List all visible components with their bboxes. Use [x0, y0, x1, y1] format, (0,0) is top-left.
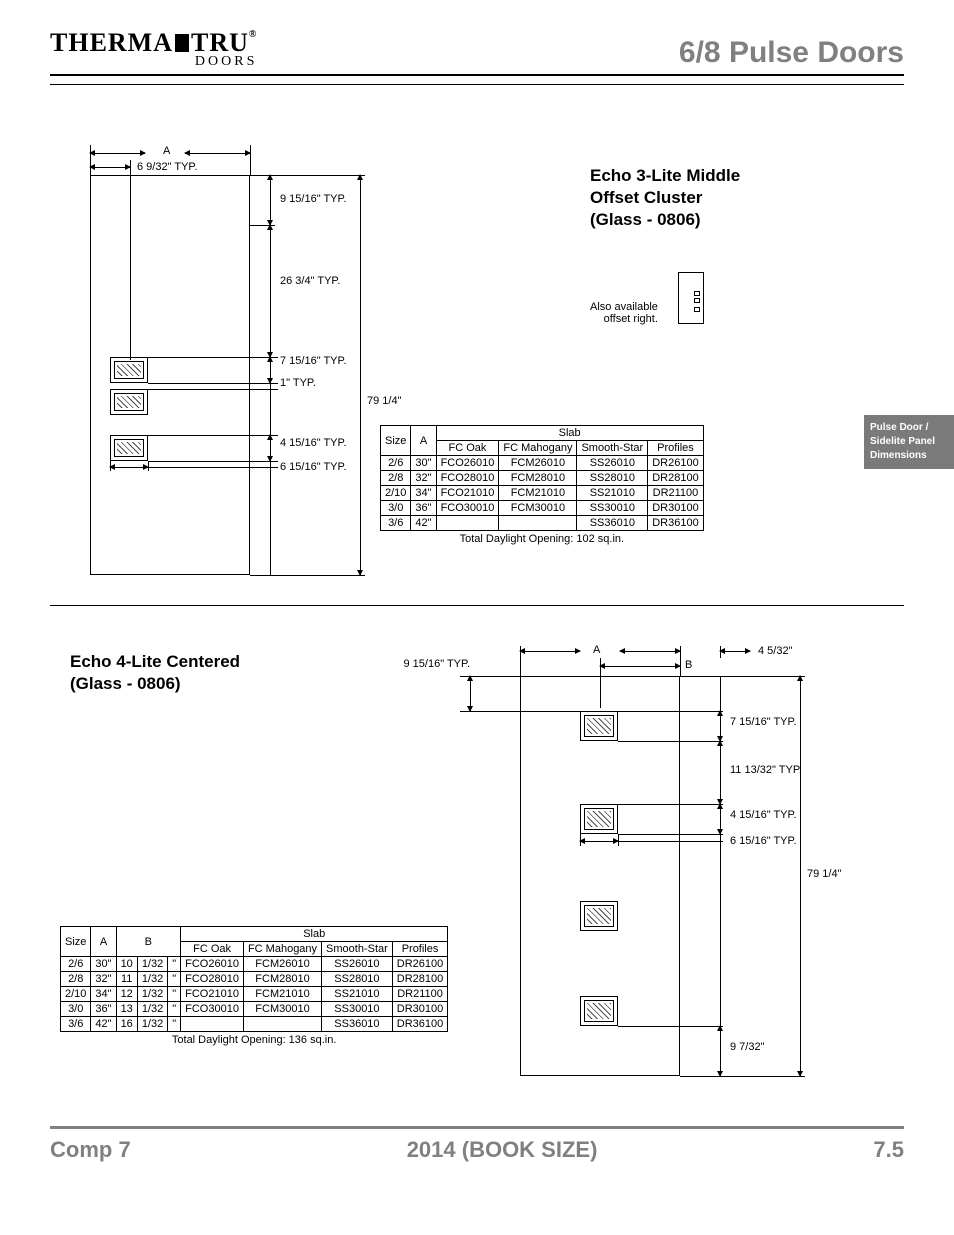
offset-note-l2: offset right. — [590, 313, 658, 325]
dim-8: 6 15/16" TYP. — [280, 461, 347, 473]
table-row: 3/036"FCO30010FCM30010SS30010DR30100 — [381, 501, 704, 516]
dim-2: 9 15/16" TYP. — [280, 193, 347, 205]
logo-main: THERMA — [50, 28, 173, 57]
lite-4 — [580, 996, 618, 1026]
page-title: 6/8 Pulse Doors — [679, 36, 904, 70]
lite-2 — [110, 389, 148, 415]
table-row: 2/1034"121/32"FCO21010FCM21010SS21010DR2… — [61, 987, 448, 1002]
section2-text: Echo 4-Lite Centered (Glass - 0806) — [70, 651, 240, 695]
t1-h-slab: Slab — [436, 426, 703, 441]
logo: THERMATRU® DOORS — [50, 30, 257, 70]
t1-h-c2: FC Mahogany — [499, 441, 577, 456]
lite-2 — [580, 804, 618, 834]
section1-text: Echo 3-Lite Middle Offset Cluster (Glass… — [590, 165, 890, 325]
table-row: 2/832"FCO28010FCM28010SS28010DR28100 — [381, 471, 704, 486]
table-row: 2/1034"FCO21010FCM21010SS21010DR21100 — [381, 486, 704, 501]
t2-h-c2: FC Mahogany — [243, 942, 321, 957]
s1-title-l3: (Glass - 0806) — [590, 209, 890, 231]
dim-6: 79 1/4" — [367, 395, 402, 407]
t2-h-c4: Profiles — [392, 942, 447, 957]
lite-1 — [110, 357, 148, 383]
footer-left: Comp 7 — [50, 1137, 131, 1163]
offset-note-l1: Also available — [590, 301, 658, 313]
s1-title-l1: Echo 3-Lite Middle — [590, 165, 890, 187]
lite-3 — [580, 901, 618, 931]
dim-1: 6 9/32" TYP. — [137, 161, 197, 173]
t1-h-c1: FC Oak — [436, 441, 499, 456]
table-row: 2/630"101/32"FCO26010FCM26010SS26010DR26… — [61, 957, 448, 972]
dim-b: B — [685, 659, 692, 671]
t2-h-slab: Slab — [181, 927, 448, 942]
diagram-4lite: A B 4 5/32" 9 15/16" TYP. 7 15/16" TYP — [500, 636, 880, 1076]
t2-caption: Total Daylight Opening: 136 sq.in. — [60, 1034, 448, 1046]
dim-2: 9 15/16" TYP. — [380, 658, 470, 670]
t2-h-b: B — [116, 927, 181, 957]
dim-7: 4 15/16" TYP. — [280, 437, 347, 449]
dim-5: 4 15/16" TYP. — [730, 809, 797, 821]
dim-6: 6 15/16" TYP. — [730, 835, 797, 847]
t2-h-c1: FC Oak — [181, 942, 244, 957]
diagram-3lite: A 6 9/32" TYP. 9 15/16" TYP. 26 3/4" TYP… — [70, 135, 420, 575]
dim-4: 11 13/32" TYP. — [730, 764, 802, 776]
t1-h-a: A — [411, 426, 436, 456]
lite-3 — [110, 435, 148, 461]
dim-a: A — [593, 644, 600, 656]
dim-8: 9 7/32" — [730, 1041, 765, 1053]
logo-block-icon — [175, 34, 189, 52]
t1-h-c3: Smooth-Star — [577, 441, 648, 456]
lite-1 — [580, 711, 618, 741]
table2-wrap: Size A B Slab FC Oak FC Mahogany Smooth-… — [60, 926, 448, 1046]
t2-h-c3: Smooth-Star — [322, 942, 393, 957]
section-echo-4lite: Echo 4-Lite Centered (Glass - 0806) A B — [50, 636, 904, 1086]
s2-title-l1: Echo 4-Lite Centered — [70, 651, 240, 673]
dim-5: 1" TYP. — [280, 377, 316, 389]
table-4lite: Size A B Slab FC Oak FC Mahogany Smooth-… — [60, 926, 448, 1032]
s2-title-l2: (Glass - 0806) — [70, 673, 240, 695]
t1-h-c4: Profiles — [648, 441, 703, 456]
section-echo-3lite: A 6 9/32" TYP. 9 15/16" TYP. 26 3/4" TYP… — [50, 135, 904, 585]
dim-3: 7 15/16" TYP. — [730, 716, 797, 728]
t2-h-a: A — [91, 927, 116, 957]
logo-main2: TRU — [191, 28, 249, 57]
table-row: 3/036"131/32"FCO30010FCM30010SS30010DR30… — [61, 1002, 448, 1017]
dim-4: 7 15/16" TYP. — [280, 355, 347, 367]
table-row: 3/642"SS36010DR36100 — [381, 516, 704, 531]
page-header: THERMATRU® DOORS 6/8 Pulse Doors — [50, 30, 904, 76]
page-footer: Comp 7 2014 (BOOK SIZE) 7.5 — [50, 1126, 904, 1171]
t1-h-size: Size — [381, 426, 411, 456]
t2-h-size: Size — [61, 927, 91, 957]
table1-wrap: Size A Slab FC Oak FC Mahogany Smooth-St… — [380, 425, 704, 545]
header-rule — [50, 84, 904, 85]
section-divider — [50, 605, 904, 606]
dim-a: A — [163, 145, 170, 157]
dim-3: 26 3/4" TYP. — [280, 275, 340, 287]
t1-caption: Total Daylight Opening: 102 sq.in. — [380, 533, 704, 545]
footer-center: 2014 (BOOK SIZE) — [407, 1137, 598, 1163]
mini-door-icon — [678, 272, 704, 324]
footer-right: 7.5 — [873, 1137, 904, 1163]
table-row: 2/832"111/32"FCO28010FCM28010SS28010DR28… — [61, 972, 448, 987]
table-3lite: Size A Slab FC Oak FC Mahogany Smooth-St… — [380, 425, 704, 531]
logo-reg-icon: ® — [249, 29, 257, 40]
dim-1: 4 5/32" — [758, 645, 793, 657]
table-row: 2/630"FCO26010FCM26010SS26010DR26100 — [381, 456, 704, 471]
table-row: 3/642"161/32"SS36010DR36100 — [61, 1017, 448, 1032]
dim-7: 79 1/4" — [807, 868, 842, 880]
s1-title-l2: Offset Cluster — [590, 187, 890, 209]
